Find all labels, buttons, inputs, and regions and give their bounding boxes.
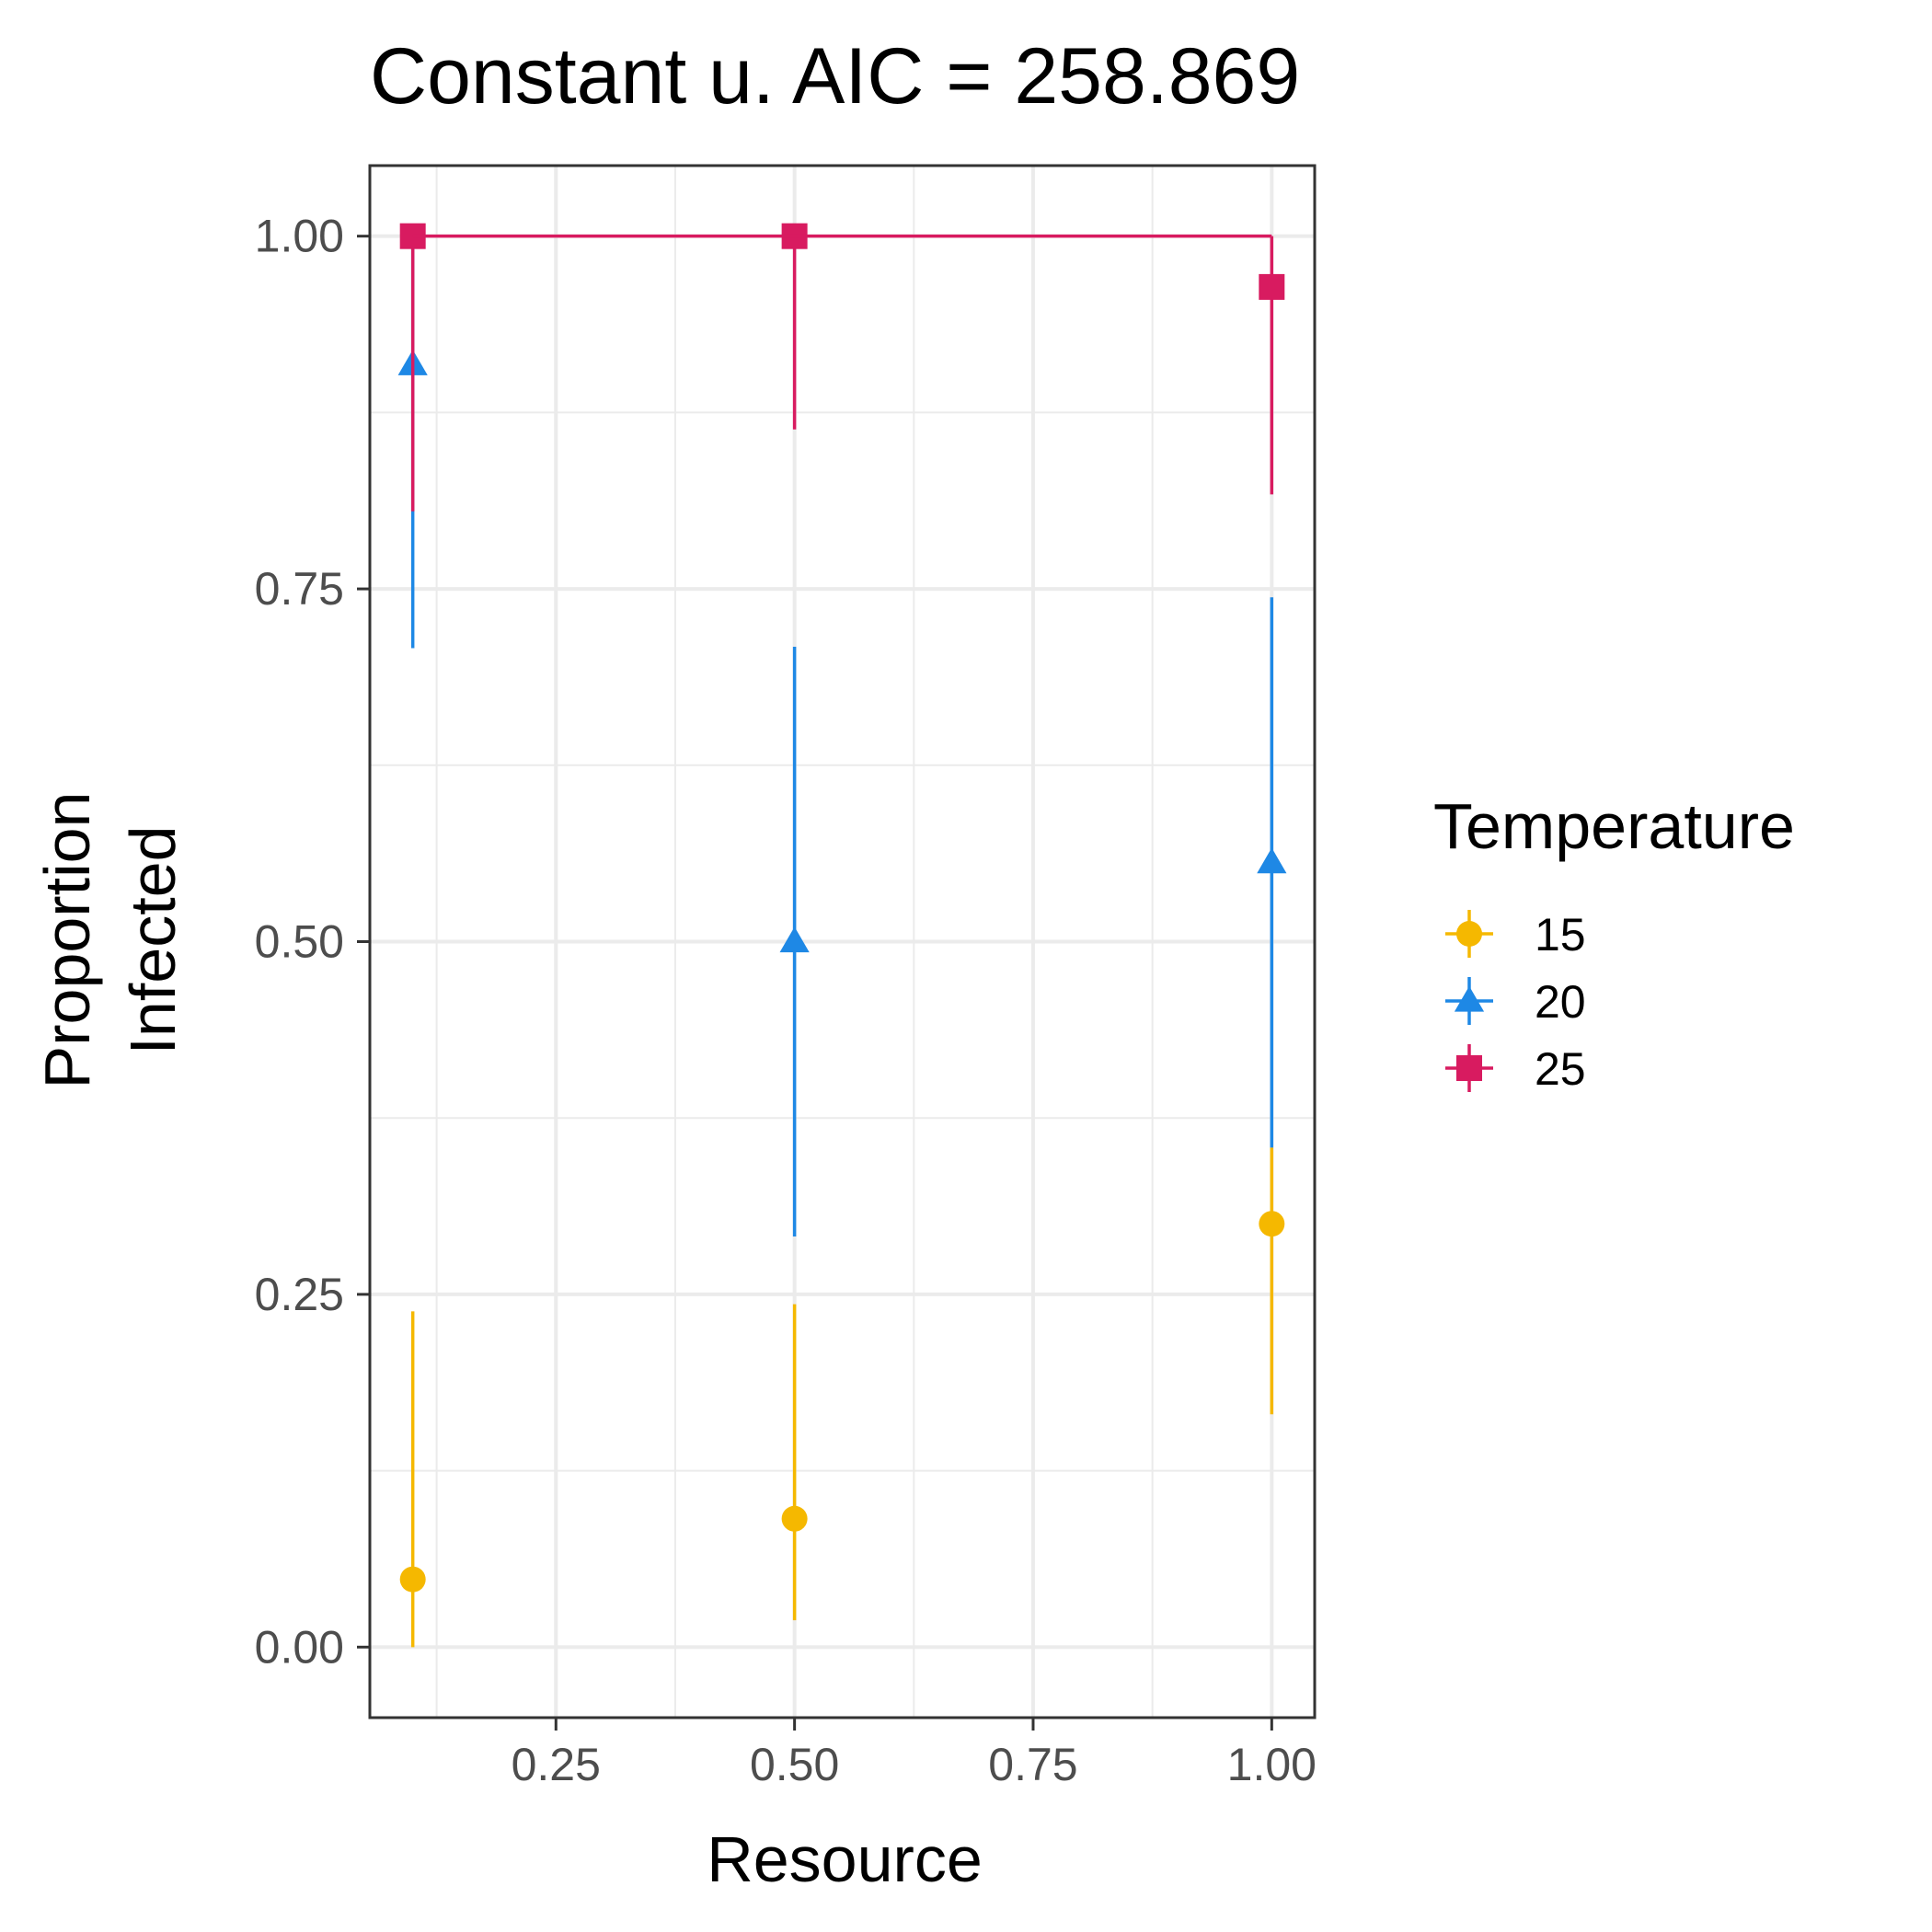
y-tick-label: 1.00 (255, 211, 344, 262)
data-point (1259, 1211, 1285, 1237)
x-tick-label: 0.25 (512, 1739, 601, 1790)
legend-key-marker (1456, 921, 1482, 947)
x-tick-label: 0.50 (750, 1739, 839, 1790)
y-axis-title: Proportion (31, 792, 103, 1089)
legend-item-15: 15 (1445, 909, 1586, 960)
y-tick-label: 0.00 (255, 1621, 344, 1673)
y-tick-label: 0.25 (255, 1269, 344, 1320)
y-axis-title: Infected (117, 825, 189, 1054)
series-15 (399, 1147, 1285, 1648)
legend-label: 25 (1535, 1043, 1586, 1095)
data-point (399, 1566, 426, 1593)
legend: Temperature 15 20 25 (1433, 790, 1795, 1095)
axis-layer: 0.25 0.50 0.75 1.00 0.00 0.25 0.50 0.75 1.00 (255, 211, 1317, 1790)
grid-layer (370, 166, 1315, 1718)
data-point (1257, 847, 1287, 874)
y-tick-label: 0.50 (255, 916, 344, 968)
legend-item-20: 20 (1445, 976, 1586, 1028)
x-tick-label: 0.75 (988, 1739, 1077, 1790)
legend-key-marker (1456, 1055, 1482, 1081)
legend-items: 15 20 25 (1445, 909, 1586, 1095)
chart-title: Constant u. AIC = 258.869 (370, 32, 1300, 121)
data-point (779, 926, 810, 953)
data-point (781, 1505, 808, 1532)
legend-label: 15 (1535, 909, 1586, 960)
data-layer (397, 223, 1287, 1648)
x-tick-label: 1.00 (1227, 1739, 1317, 1790)
y-tick-label: 0.75 (255, 563, 344, 615)
data-point (1259, 273, 1285, 300)
x-axis-title: Resource (707, 1823, 983, 1895)
legend-item-25: 25 (1445, 1043, 1586, 1095)
legend-label: 20 (1535, 976, 1586, 1028)
legend-title: Temperature (1433, 790, 1795, 862)
legend-key-marker (1454, 985, 1485, 1012)
